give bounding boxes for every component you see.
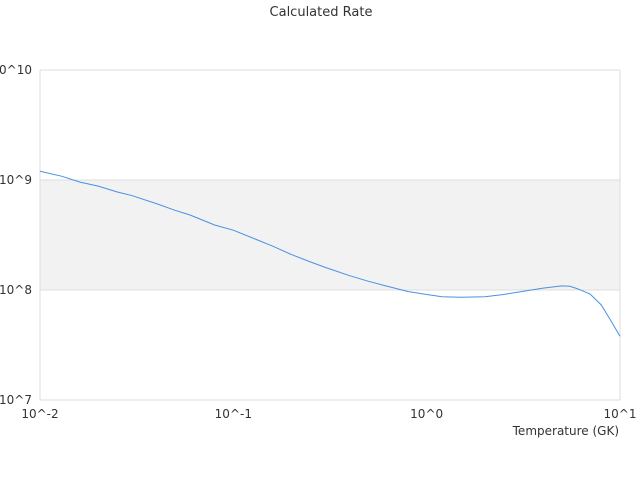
chart-title: Calculated Rate: [270, 5, 373, 20]
y-tick-label: 10^8: [0, 283, 32, 297]
y-tick-label: 10^7: [0, 393, 32, 407]
series-line: [39, 170, 621, 337]
x-tick-label: 10^-2: [21, 407, 58, 421]
y-tick-label: 0^10: [0, 63, 32, 77]
gridlines: [39, 69, 621, 401]
plot-bands: [40, 180, 620, 290]
x-tick-label: 10^-1: [215, 407, 252, 421]
x-tick-label: 10^1: [604, 407, 637, 421]
series-group: [39, 170, 621, 337]
x-axis-ticks: 10^-2 10^-1 10^0 10^1: [21, 407, 636, 421]
plot-band: [40, 180, 620, 290]
x-tick-label: 10^0: [410, 407, 443, 421]
y-tick-label: 10^9: [0, 173, 32, 187]
x-axis-label: Temperature (GK): [512, 424, 619, 438]
y-axis-ticks: 10^7 10^8 10^9 0^10: [0, 63, 32, 407]
